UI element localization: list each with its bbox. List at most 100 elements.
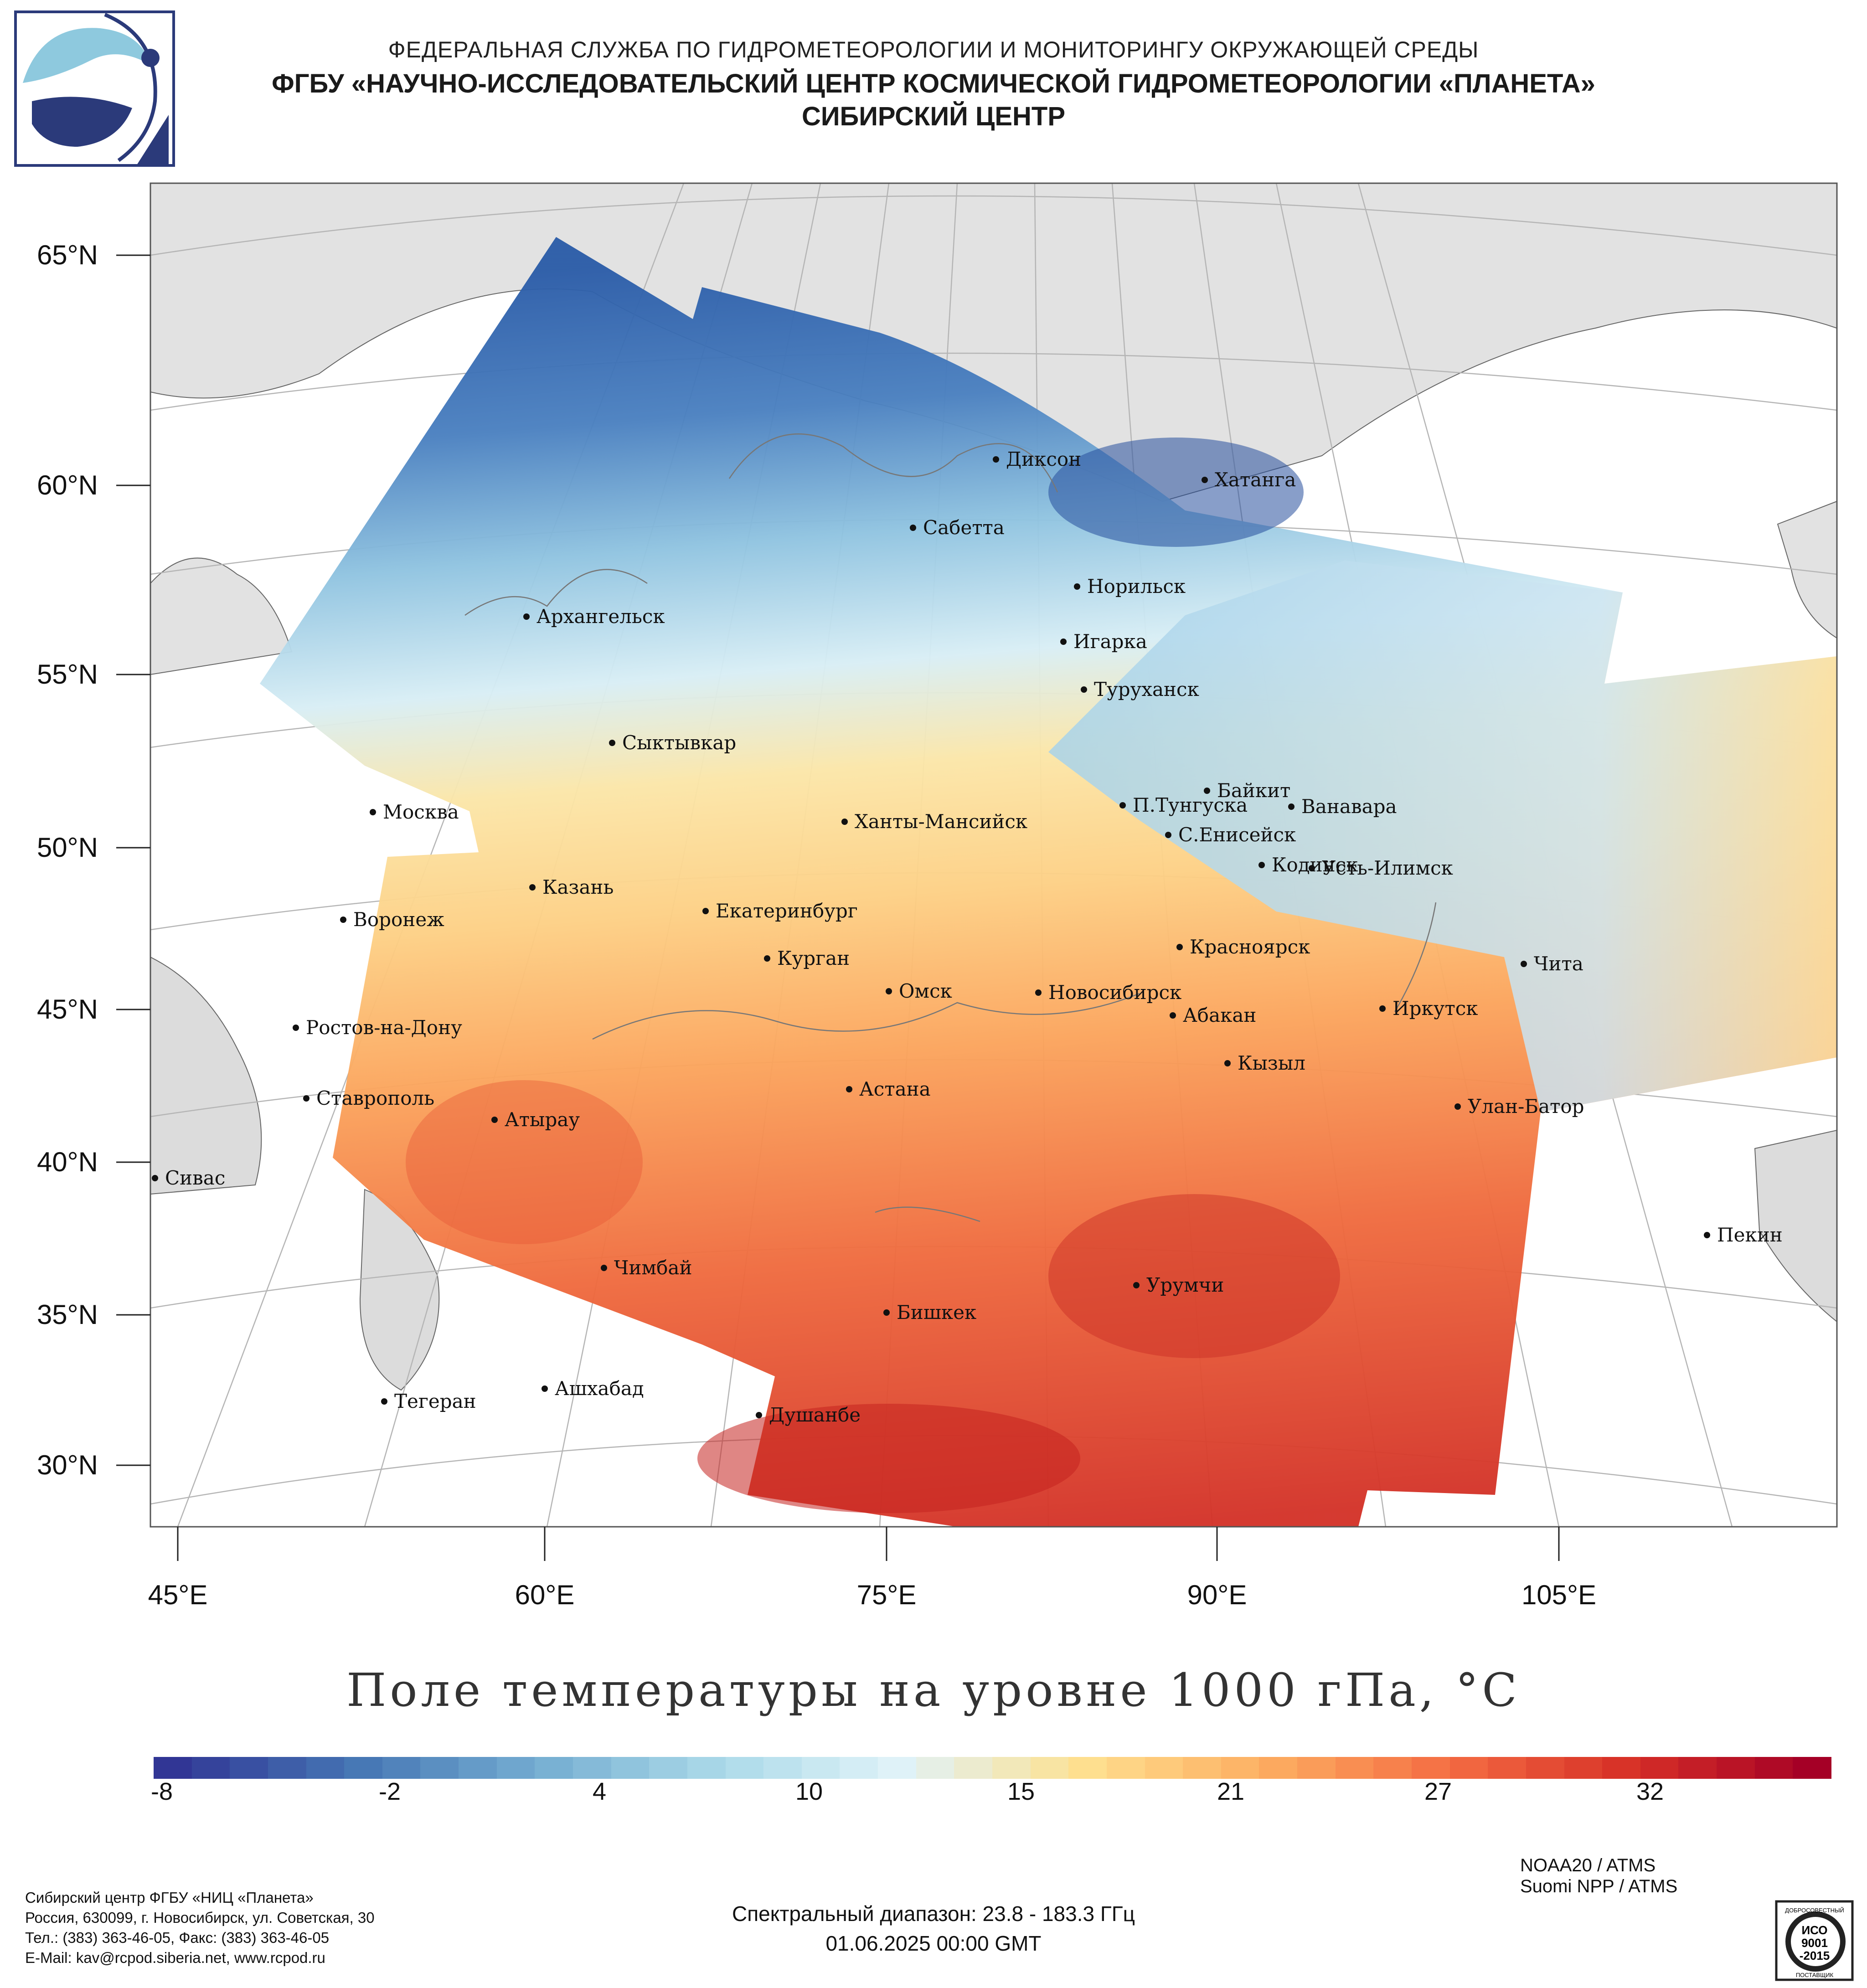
latitude-labels: 65°N 60°N 55°N 50°N 45°N 40°N 35°N 30°N <box>37 240 150 1480</box>
city-dot <box>381 1398 387 1405</box>
city-label: Чимбай <box>614 1257 692 1279</box>
city-marker: Улан-Батор <box>1454 1095 1584 1118</box>
city-marker: Чимбай <box>601 1257 692 1279</box>
lon-label: 90°E <box>1187 1580 1247 1610</box>
city-dot <box>491 1117 498 1123</box>
iso-badge-top: ДОБРОСОВЕСТНЫЙ <box>1785 1907 1844 1914</box>
colorbar-segment <box>191 1757 231 1779</box>
colorbar-segment <box>801 1757 841 1779</box>
lat-label: 55°N <box>37 659 98 690</box>
city-label: Астана <box>859 1078 931 1100</box>
city-dot <box>303 1095 309 1102</box>
city-dot <box>293 1025 299 1031</box>
iso-certificate-badge: ДОБРОСОВЕСТНЫЙ ИСО 9001 -2015 ПОСТАВЩИК <box>1775 1900 1854 1981</box>
colorbar-segment <box>1602 1757 1641 1779</box>
longitude-labels: 45°E 60°E 75°E 90°E 105°E <box>148 1527 1596 1610</box>
city-marker: Норильск <box>1074 575 1186 597</box>
city-dot <box>601 1265 607 1271</box>
city-marker: Диксон <box>993 448 1081 470</box>
colorbar-segment <box>154 1757 192 1779</box>
city-label: Байкит <box>1217 779 1290 802</box>
colorbar-segment <box>1449 1757 1489 1779</box>
datetime: 01.06.2025 00:00 GMT <box>825 1931 1042 1955</box>
city-marker: Москва <box>370 801 459 823</box>
city-label: Бишкек <box>897 1301 976 1324</box>
city-label: Тегеран <box>394 1390 476 1412</box>
colorbar-segment <box>1793 1757 1831 1779</box>
city-dot <box>1060 639 1067 645</box>
city-marker: Красноярск <box>1176 936 1310 958</box>
colorbar-segment <box>1717 1757 1755 1779</box>
header-center: СИБИРСКИЙ ЦЕНТР <box>801 102 1066 131</box>
lat-label: 40°N <box>37 1147 98 1177</box>
city-marker: Ханты-Мансийск <box>841 810 1027 833</box>
city-marker: Кызыл <box>1224 1052 1305 1074</box>
city-dot <box>886 988 892 994</box>
colorbar-segment <box>954 1757 993 1779</box>
city-label: Иркутск <box>1393 997 1478 1020</box>
city-label: Абакан <box>1183 1004 1256 1026</box>
city-dot <box>609 740 615 746</box>
city-marker: Игарка <box>1060 630 1147 653</box>
city-marker: Сыктывкар <box>609 731 736 754</box>
city-dot <box>542 1385 548 1392</box>
city-marker: Новосибирск <box>1035 981 1181 1004</box>
org-line: E-Mail: kav@rcpod.siberia.net, www.rcpod… <box>25 1949 325 1966</box>
colorbar-tick-label: 21 <box>1217 1778 1245 1805</box>
city-label: Казань <box>542 876 614 898</box>
city-label: Омск <box>899 980 952 1002</box>
city-label: Воронеж <box>353 908 444 931</box>
city-dot <box>1288 803 1295 810</box>
lon-label: 75°E <box>857 1580 917 1610</box>
satellite-line: Suomi NPP / ATMS <box>1520 1876 1678 1896</box>
city-marker: П.Тунгуска <box>1119 794 1248 816</box>
city-marker: Омск <box>886 980 952 1002</box>
colorbar-segment <box>535 1757 573 1779</box>
city-label: Норильск <box>1087 575 1186 597</box>
city-dot <box>1204 788 1210 794</box>
colorbar-tick-label: -2 <box>378 1778 401 1805</box>
city-dot <box>764 955 770 962</box>
city-label: Сивас <box>165 1167 225 1189</box>
org-line: Россия, 630099, г. Новосибирск, ул. Сове… <box>25 1909 375 1926</box>
city-marker: Атырау <box>491 1108 580 1131</box>
colorbar-segment <box>1678 1757 1717 1779</box>
colorbar-segment <box>1373 1757 1412 1779</box>
city-marker: Тегеран <box>381 1390 476 1412</box>
city-marker: С.Енисейск <box>1165 824 1296 846</box>
city-dot <box>1704 1232 1710 1238</box>
lat-label: 65°N <box>37 240 98 270</box>
satellite-line: NOAA20 / ATMS <box>1520 1855 1656 1875</box>
coastlines <box>464 433 1437 1222</box>
colorbar-segment <box>763 1757 802 1779</box>
colorbar-segment <box>687 1757 726 1779</box>
colorbar-segment <box>611 1757 650 1779</box>
city-label: Ванавара <box>1301 795 1397 818</box>
colorbar-segment <box>840 1757 879 1779</box>
city-label: Сыктывкар <box>622 731 736 754</box>
city-dot <box>1521 961 1527 967</box>
city-dot <box>529 884 536 891</box>
city-dot <box>1176 944 1183 950</box>
colorbar-segment <box>1221 1757 1260 1779</box>
colorbar-segment <box>1030 1757 1069 1779</box>
city-dot <box>1133 1282 1140 1288</box>
colorbar-segment <box>649 1757 688 1779</box>
city-label: Ханты-Мансийск <box>855 810 1027 833</box>
lat-label: 35°N <box>37 1299 98 1330</box>
city-label: П.Тунгуска <box>1133 794 1248 816</box>
city-dot <box>910 525 916 531</box>
colorbar-segment <box>1526 1757 1565 1779</box>
spectral-range: Спектральный диапазон: 23.8 - 183.3 ГГц <box>732 1902 1135 1926</box>
colorbar-tick-label: 15 <box>1007 1778 1035 1805</box>
colorbar-segment <box>1488 1757 1527 1779</box>
lon-label: 60°E <box>515 1580 575 1610</box>
city-marker: Казань <box>529 876 614 898</box>
city-label: Сабетта <box>923 516 1005 539</box>
colorbar-segment <box>1640 1757 1679 1779</box>
colorbar-segment <box>268 1757 307 1779</box>
city-marker: Курган <box>764 947 850 969</box>
colorbar-segment <box>382 1757 421 1779</box>
city-label: Улан-Батор <box>1468 1095 1584 1118</box>
colorbar-segment <box>916 1757 955 1779</box>
